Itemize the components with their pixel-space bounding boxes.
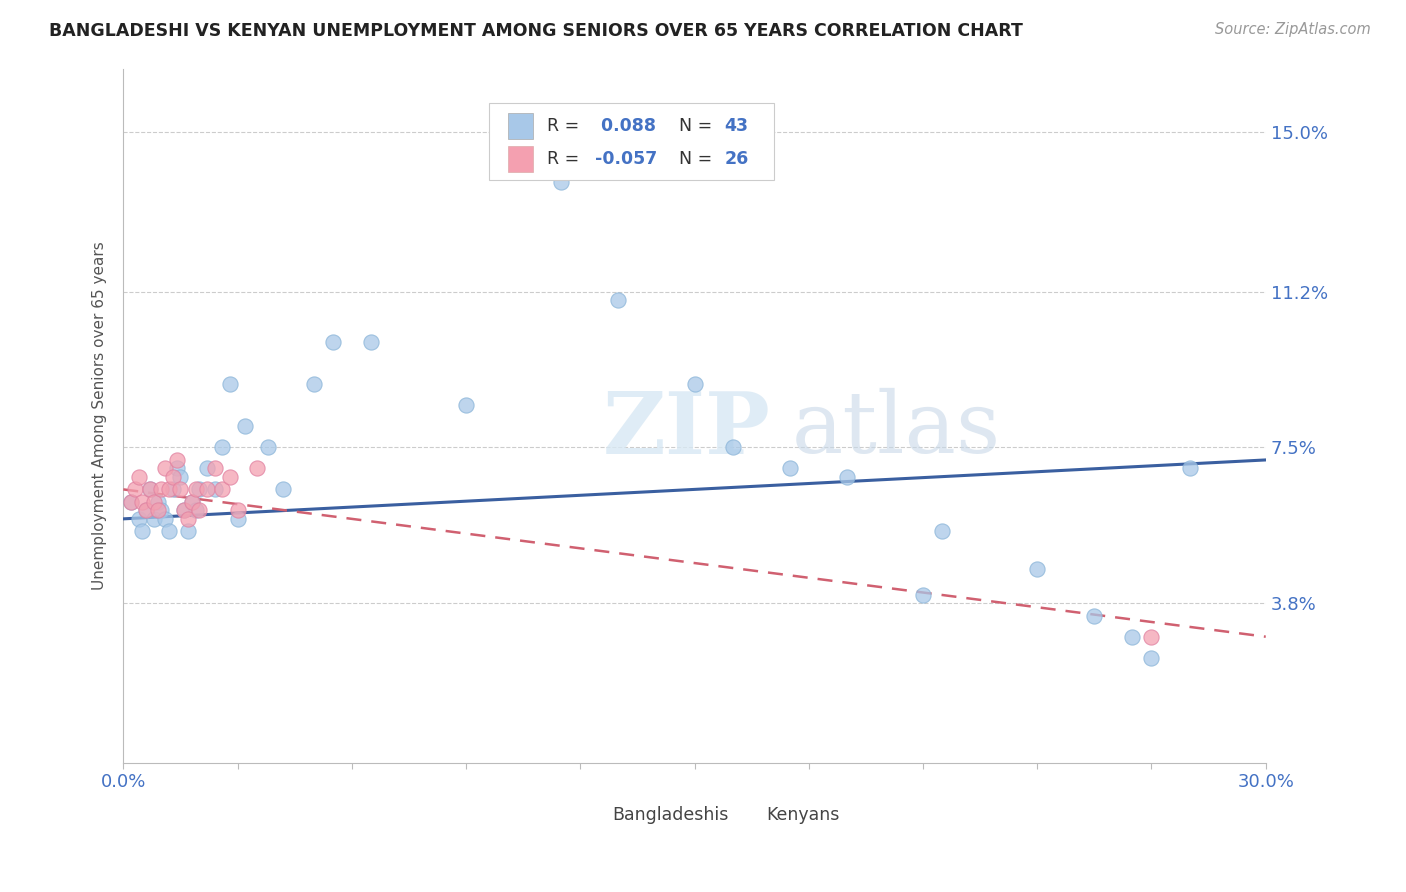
Text: Source: ZipAtlas.com: Source: ZipAtlas.com	[1215, 22, 1371, 37]
Point	[157, 524, 180, 539]
Point	[131, 524, 153, 539]
Point	[135, 503, 157, 517]
Point	[204, 461, 226, 475]
Point	[226, 512, 249, 526]
Y-axis label: Unemployment Among Seniors over 65 years: Unemployment Among Seniors over 65 years	[93, 242, 107, 591]
Point	[184, 483, 207, 497]
Point	[211, 440, 233, 454]
Point	[550, 175, 572, 189]
Point	[150, 483, 173, 497]
Text: atlas: atlas	[792, 388, 1001, 471]
Point	[120, 495, 142, 509]
Point	[302, 377, 325, 392]
Point	[166, 461, 188, 475]
Point	[931, 524, 953, 539]
Point	[779, 461, 801, 475]
Text: 43: 43	[724, 117, 748, 136]
Text: N =: N =	[679, 117, 717, 136]
Point	[195, 483, 218, 497]
FancyBboxPatch shape	[734, 803, 759, 828]
Text: Bangladeshis: Bangladeshis	[612, 806, 728, 824]
Point	[142, 495, 165, 509]
Point	[150, 503, 173, 517]
Text: R =: R =	[547, 150, 585, 168]
Point	[1178, 461, 1201, 475]
Point	[211, 483, 233, 497]
Point	[146, 495, 169, 509]
Point	[153, 461, 176, 475]
Point	[146, 503, 169, 517]
Point	[226, 503, 249, 517]
Point	[1083, 608, 1105, 623]
Point	[204, 483, 226, 497]
Point	[162, 469, 184, 483]
Text: R =: R =	[547, 117, 585, 136]
Point	[257, 440, 280, 454]
Point	[124, 483, 146, 497]
Point	[128, 469, 150, 483]
Point	[157, 483, 180, 497]
Text: 26: 26	[724, 150, 748, 168]
Point	[128, 512, 150, 526]
Point	[139, 483, 162, 497]
Point	[1121, 630, 1143, 644]
Point	[219, 469, 242, 483]
Point	[142, 512, 165, 526]
Point	[360, 335, 382, 350]
Point	[607, 293, 630, 307]
Point	[1140, 630, 1163, 644]
Point	[153, 512, 176, 526]
Point	[173, 503, 195, 517]
Point	[219, 377, 242, 392]
Point	[835, 469, 858, 483]
Point	[322, 335, 344, 350]
Point	[454, 398, 477, 412]
Point	[188, 483, 211, 497]
Point	[177, 512, 200, 526]
Point	[721, 440, 744, 454]
Point	[184, 503, 207, 517]
Text: N =: N =	[679, 150, 717, 168]
Text: -0.057: -0.057	[595, 150, 658, 168]
Point	[1026, 562, 1049, 576]
Point	[180, 495, 202, 509]
Point	[173, 503, 195, 517]
Point	[233, 419, 256, 434]
Point	[169, 469, 191, 483]
Point	[166, 453, 188, 467]
Point	[683, 377, 706, 392]
Point	[177, 524, 200, 539]
Text: BANGLADESHI VS KENYAN UNEMPLOYMENT AMONG SENIORS OVER 65 YEARS CORRELATION CHART: BANGLADESHI VS KENYAN UNEMPLOYMENT AMONG…	[49, 22, 1024, 40]
Text: 0.088: 0.088	[595, 117, 657, 136]
Point	[120, 495, 142, 509]
FancyBboxPatch shape	[509, 145, 533, 172]
Point	[1140, 650, 1163, 665]
Point	[131, 495, 153, 509]
Point	[135, 503, 157, 517]
Point	[180, 495, 202, 509]
FancyBboxPatch shape	[509, 113, 533, 139]
Point	[162, 483, 184, 497]
Point	[911, 588, 934, 602]
Point	[139, 483, 162, 497]
Point	[271, 483, 294, 497]
FancyBboxPatch shape	[489, 103, 775, 179]
FancyBboxPatch shape	[581, 803, 606, 828]
Text: ZIP: ZIP	[603, 388, 770, 472]
Point	[188, 503, 211, 517]
Point	[245, 461, 267, 475]
Text: Kenyans: Kenyans	[766, 806, 839, 824]
Point	[195, 461, 218, 475]
Point	[169, 483, 191, 497]
